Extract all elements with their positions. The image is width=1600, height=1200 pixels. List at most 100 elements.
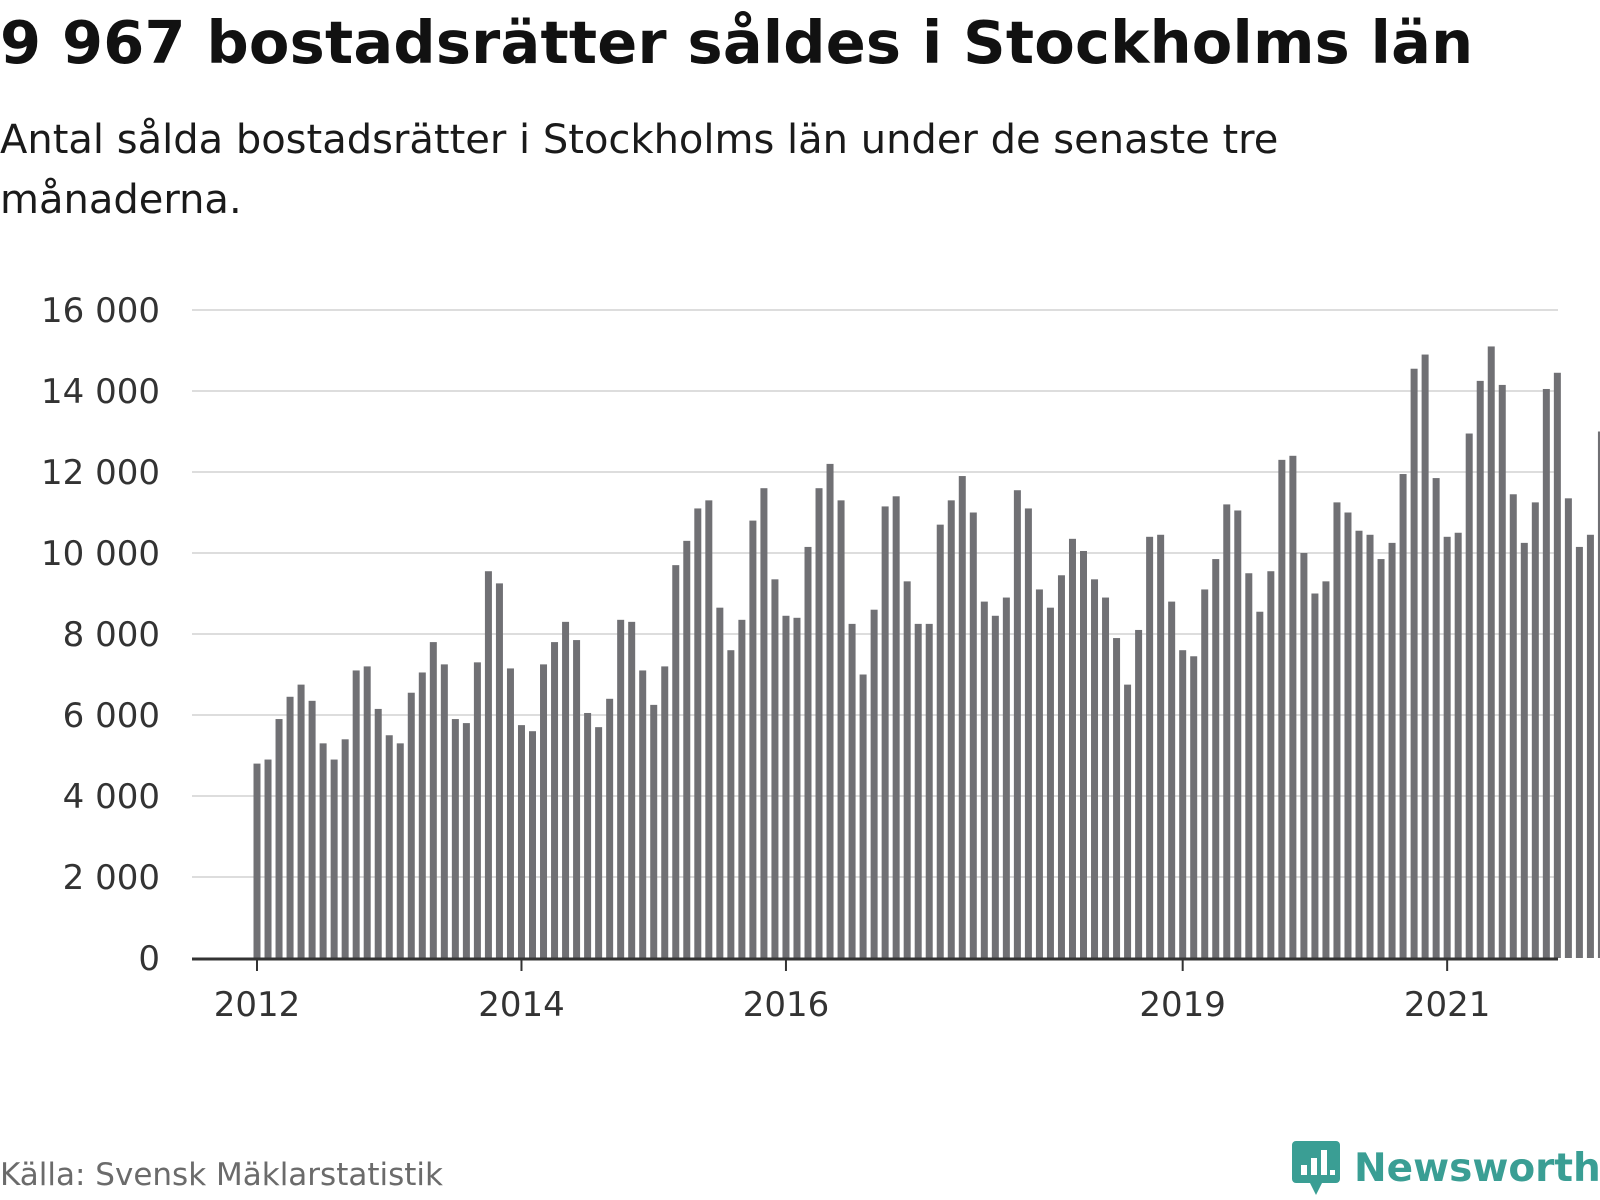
bar — [484, 571, 492, 958]
bar — [1476, 380, 1484, 958]
bar — [606, 698, 614, 958]
bar — [1289, 455, 1297, 958]
chart-subtitle: Antal sålda bostadsrätter i Stockholms l… — [0, 117, 1279, 223]
bar — [1013, 490, 1021, 958]
bar — [253, 763, 261, 958]
bar — [694, 508, 702, 958]
bar — [639, 670, 647, 958]
bar — [683, 540, 691, 958]
bar — [1322, 581, 1330, 958]
bar — [1520, 542, 1528, 958]
bar — [1223, 504, 1231, 958]
bar — [1245, 573, 1253, 958]
bar — [1575, 546, 1583, 958]
chart-title: 9 967 bostadsrätter såldes i Stockholms … — [0, 8, 1474, 77]
bar — [1344, 512, 1352, 958]
brand-name: Newsworthy — [1354, 1145, 1600, 1191]
x-tick-label: 2012 — [214, 985, 301, 1025]
bar — [473, 662, 481, 958]
bar — [672, 565, 680, 958]
bar — [573, 640, 581, 958]
bar — [936, 524, 944, 958]
bar — [462, 723, 470, 958]
bar — [363, 666, 371, 958]
bar — [1311, 593, 1319, 958]
bar — [451, 719, 459, 958]
bar — [1201, 589, 1209, 958]
bar — [1002, 597, 1010, 958]
y-tick-label: 12 000 — [41, 453, 160, 493]
bar — [1377, 559, 1385, 958]
bar — [341, 739, 349, 958]
bar — [529, 731, 536, 958]
bar — [264, 759, 272, 958]
bar — [1531, 502, 1539, 958]
bar — [385, 735, 393, 958]
bar — [804, 546, 812, 958]
bar — [1597, 431, 1600, 958]
newsworthy-logo-icon — [1292, 1141, 1340, 1195]
bar — [1509, 494, 1517, 958]
bar — [275, 719, 283, 958]
y-tick-label: 10 000 — [41, 534, 160, 574]
x-axis-ticks: 201220142016201920212023 — [214, 959, 1490, 1025]
bar — [617, 619, 625, 958]
bar — [914, 623, 922, 958]
y-tick-label: 2 000 — [63, 858, 160, 898]
bar — [595, 727, 603, 958]
bar — [308, 700, 316, 958]
bar — [1068, 538, 1076, 958]
bar — [1157, 534, 1165, 958]
bar — [859, 674, 867, 958]
bar — [749, 520, 757, 958]
bar — [286, 696, 294, 958]
bar — [1454, 532, 1462, 958]
bar — [1487, 346, 1495, 958]
bar — [1168, 601, 1176, 958]
y-tick-label: 4 000 — [63, 777, 160, 817]
bar — [407, 692, 415, 958]
bar — [705, 500, 713, 958]
bar — [1057, 575, 1065, 958]
bar — [1542, 388, 1550, 959]
bar — [1124, 684, 1132, 958]
bar — [506, 668, 514, 958]
bar — [650, 704, 658, 958]
bar — [628, 621, 636, 958]
bar — [947, 500, 955, 958]
bar — [1256, 611, 1264, 958]
bar — [958, 476, 966, 958]
bar — [1091, 579, 1099, 958]
bar — [495, 583, 503, 958]
bar — [1212, 559, 1220, 958]
x-tick-label: 2019 — [1139, 985, 1226, 1025]
y-tick-label: 0 — [138, 939, 160, 979]
bar — [903, 581, 911, 958]
bar — [738, 619, 746, 958]
bar — [1564, 498, 1572, 958]
y-tick-label: 6 000 — [63, 696, 160, 736]
bar — [1498, 384, 1506, 958]
bar — [848, 623, 856, 958]
bar — [584, 712, 592, 958]
bar — [782, 615, 790, 958]
newsworthy-brand: Newsworthy — [1290, 1138, 1600, 1198]
bar — [1024, 508, 1032, 958]
bar — [1366, 534, 1374, 958]
bar — [1399, 474, 1407, 958]
bar — [969, 512, 977, 958]
y-tick-label: 16 000 — [41, 291, 160, 331]
bar — [1102, 597, 1110, 958]
bar — [771, 579, 779, 958]
bar — [1355, 530, 1363, 958]
bar — [1443, 536, 1451, 958]
bar — [793, 617, 801, 958]
bar — [330, 759, 338, 958]
bar — [760, 488, 768, 958]
bar — [1300, 553, 1308, 958]
bar — [1421, 354, 1429, 958]
bar — [1190, 656, 1198, 958]
bar — [1035, 589, 1043, 958]
bar — [1267, 571, 1275, 958]
bar — [297, 684, 305, 958]
